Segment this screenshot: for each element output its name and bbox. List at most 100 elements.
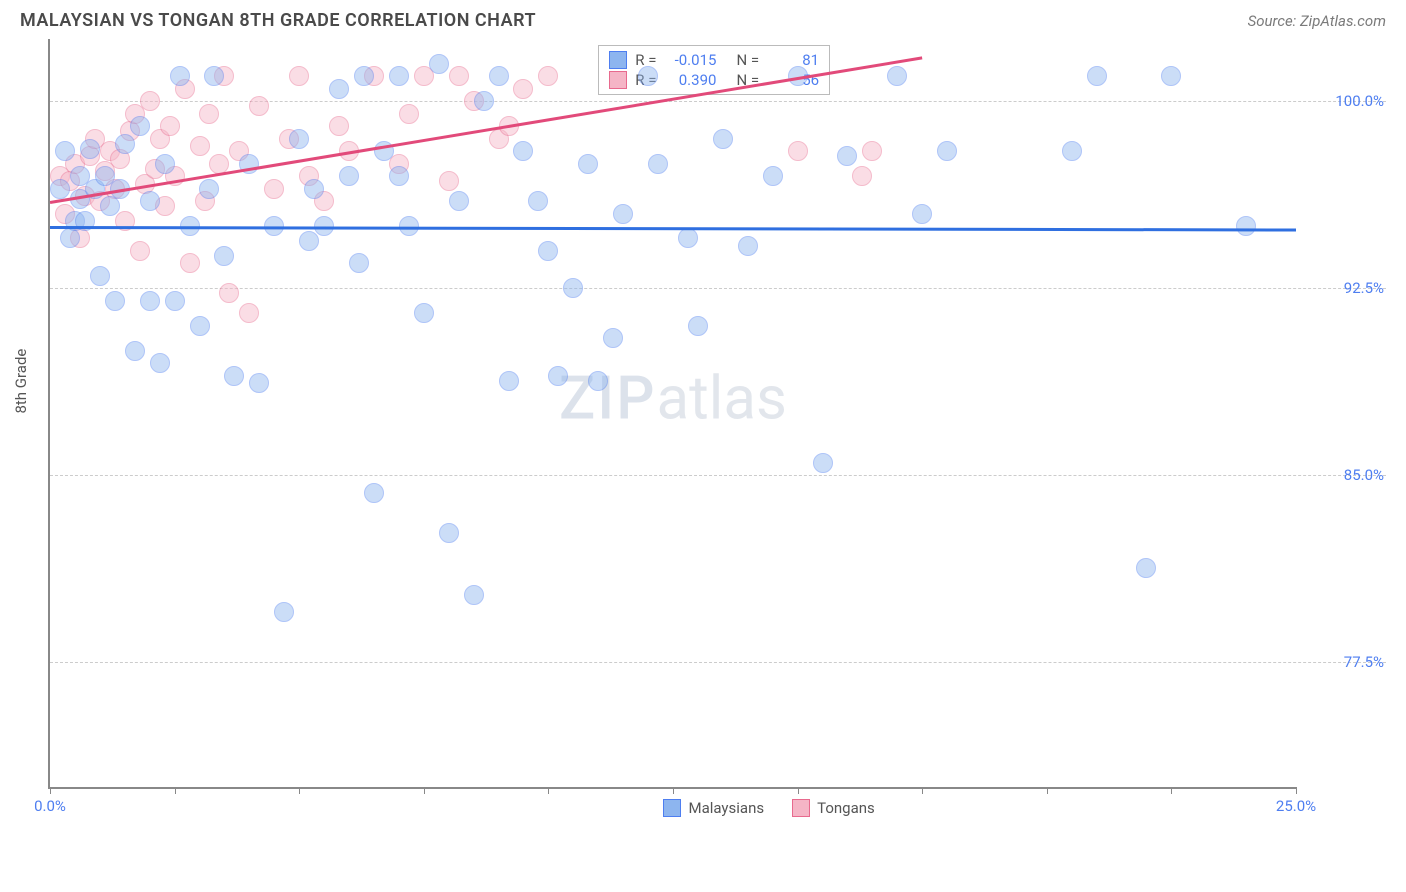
scatter-point	[538, 66, 558, 86]
legend-label: Tongans	[817, 799, 875, 817]
scatter-point	[862, 141, 882, 161]
legend-swatch	[663, 799, 681, 817]
scatter-point	[638, 66, 658, 86]
scatter-point	[105, 291, 125, 311]
scatter-point	[289, 66, 309, 86]
x-tick	[424, 787, 425, 794]
scatter-point	[140, 191, 160, 211]
legend-r-value: -0.015	[664, 51, 716, 69]
y-tick-label: 100.0%	[1300, 92, 1384, 110]
legend-swatch	[792, 799, 810, 817]
scatter-point	[329, 79, 349, 99]
scatter-point	[538, 241, 558, 261]
scatter-point	[274, 602, 294, 622]
scatter-point	[399, 104, 419, 124]
x-tick	[673, 787, 674, 794]
watermark-atlas: atlas	[657, 363, 787, 434]
chart-header: MALAYSIAN VS TONGAN 8TH GRADE CORRELATIO…	[0, 0, 1406, 39]
scatter-point	[1136, 558, 1156, 578]
scatter-point	[239, 303, 259, 323]
scatter-point	[578, 154, 598, 174]
legend-label: Malaysians	[688, 799, 764, 817]
x-tick	[548, 787, 549, 794]
legend-swatch	[609, 71, 627, 89]
x-tick	[175, 787, 176, 794]
scatter-point	[130, 116, 150, 136]
x-tick	[1047, 787, 1048, 794]
y-tick-label: 92.5%	[1300, 279, 1384, 297]
legend-r-value: 0.390	[664, 71, 716, 89]
scatter-point	[588, 371, 608, 391]
scatter-point	[548, 366, 568, 386]
scatter-point	[464, 585, 484, 605]
scatter-point	[1161, 66, 1181, 86]
scatter-point	[199, 179, 219, 199]
chart-area: ZIPatlas R =-0.015N =81R =0.390N =56 77.…	[48, 39, 1386, 819]
scatter-point	[140, 91, 160, 111]
gridline-y	[50, 288, 1386, 289]
legend-item: Malaysians	[663, 799, 764, 817]
gridline-y	[50, 475, 1386, 476]
scatter-point	[90, 266, 110, 286]
scatter-point	[389, 166, 409, 186]
scatter-point	[329, 116, 349, 136]
x-tick-label: 0.0%	[34, 797, 66, 815]
scatter-point	[788, 141, 808, 161]
scatter-point	[563, 278, 583, 298]
scatter-point	[852, 166, 872, 186]
y-tick-label: 77.5%	[1300, 653, 1384, 671]
scatter-point	[763, 166, 783, 186]
scatter-point	[190, 316, 210, 336]
scatter-point	[912, 204, 932, 224]
scatter-point	[249, 96, 269, 116]
scatter-point	[513, 79, 533, 99]
x-tick	[1171, 787, 1172, 794]
gridline-y	[50, 662, 1386, 663]
scatter-point	[439, 523, 459, 543]
scatter-point	[1087, 66, 1107, 86]
scatter-point	[264, 179, 284, 199]
scatter-point	[613, 204, 633, 224]
series-legend: Malaysians Tongans	[663, 799, 874, 817]
scatter-point	[115, 134, 135, 154]
scatter-point	[140, 291, 160, 311]
scatter-point	[219, 283, 239, 303]
scatter-point	[165, 291, 185, 311]
scatter-point	[349, 253, 369, 273]
scatter-point	[449, 66, 469, 86]
trend-line	[50, 226, 1296, 231]
scatter-point	[713, 129, 733, 149]
legend-row: R =-0.015N =81	[609, 50, 819, 70]
source-label: Source: ZipAtlas.com	[1248, 12, 1386, 30]
chart-title: MALAYSIAN VS TONGAN 8TH GRADE CORRELATIO…	[20, 10, 536, 31]
scatter-point	[364, 483, 384, 503]
scatter-point	[528, 191, 548, 211]
scatter-point	[1236, 216, 1256, 236]
scatter-point	[214, 246, 234, 266]
scatter-point	[354, 66, 374, 86]
scatter-point	[289, 129, 309, 149]
scatter-point	[339, 166, 359, 186]
scatter-point	[204, 66, 224, 86]
scatter-point	[299, 231, 319, 251]
scatter-point	[678, 228, 698, 248]
scatter-point	[499, 371, 519, 391]
x-tick	[922, 787, 923, 794]
scatter-point	[389, 66, 409, 86]
scatter-point	[837, 146, 857, 166]
x-tick	[1296, 787, 1297, 794]
scatter-point	[414, 303, 434, 323]
scatter-point	[688, 316, 708, 336]
scatter-point	[304, 179, 324, 199]
plot-region: ZIPatlas R =-0.015N =81R =0.390N =56 77.…	[48, 39, 1296, 789]
x-tick	[798, 787, 799, 794]
legend-swatch	[609, 51, 627, 69]
scatter-point	[224, 366, 244, 386]
legend-n-label: N =	[736, 51, 759, 69]
watermark-zip: ZIP	[559, 363, 656, 434]
x-tick-label: 25.0%	[1276, 797, 1316, 815]
scatter-point	[100, 196, 120, 216]
scatter-point	[489, 66, 509, 86]
scatter-point	[603, 328, 623, 348]
scatter-point	[738, 236, 758, 256]
